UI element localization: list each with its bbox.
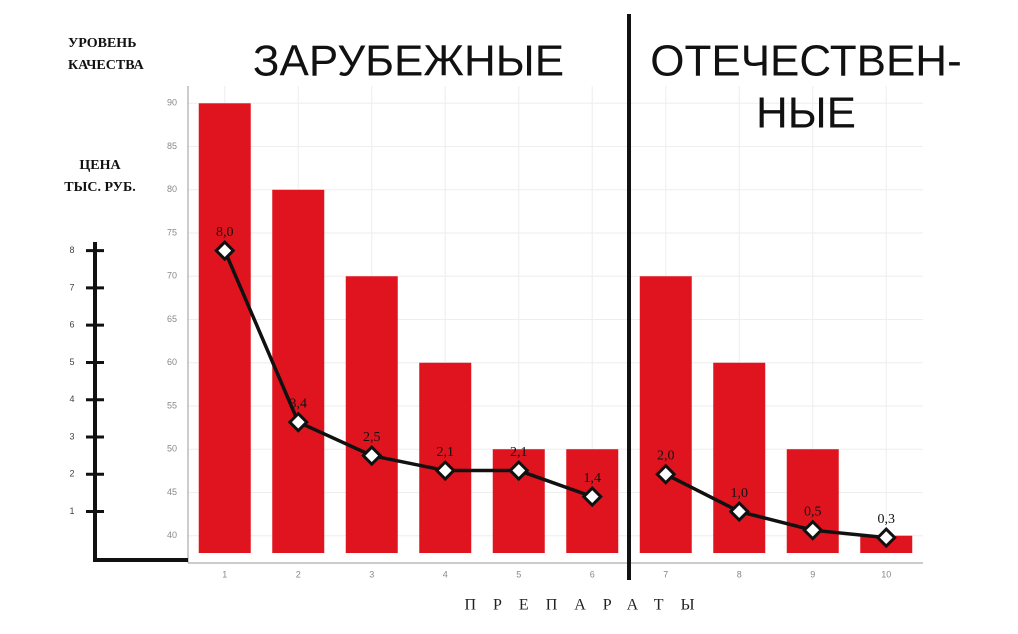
price-marker xyxy=(287,411,309,433)
y-tick-label: 75 xyxy=(167,227,177,237)
x-tick-label: 5 xyxy=(516,569,521,579)
price-marker xyxy=(214,240,236,262)
y2-tick-label: 3 xyxy=(69,431,74,441)
value-label: 1,0 xyxy=(731,486,749,501)
bar xyxy=(198,103,251,553)
x-tick-label: 2 xyxy=(296,569,301,579)
group-label: ЗАРУБЕЖНЫЕ xyxy=(253,37,564,86)
x-tick-label: 4 xyxy=(443,569,448,579)
price-marker xyxy=(581,486,603,508)
price-marker xyxy=(508,459,530,482)
y-tick-label: 70 xyxy=(167,271,177,281)
x-axis-label: ПРЕПАРАТЫ xyxy=(464,597,711,614)
value-label: 0,5 xyxy=(804,504,822,519)
y-axis-label: УРОВЕНЬ xyxy=(68,36,136,51)
y2-tick-label: 6 xyxy=(69,320,74,330)
price-line xyxy=(223,249,593,499)
y2-tick-label: 7 xyxy=(69,282,74,292)
group-label: НЫЕ xyxy=(756,89,856,138)
price-marker xyxy=(655,463,677,485)
x-tick-label: 3 xyxy=(369,569,374,579)
y-tick-label: 85 xyxy=(167,141,177,151)
x-tick-label: 6 xyxy=(590,569,595,579)
y2-tick-label: 4 xyxy=(69,394,74,404)
value-label: 2,1 xyxy=(510,445,528,460)
bar xyxy=(713,362,766,553)
y2-tick-label: 1 xyxy=(69,506,74,516)
value-label: 3,4 xyxy=(290,396,308,411)
y2-tick-label: 5 xyxy=(69,357,74,367)
x-tick-label: 10 xyxy=(881,569,891,579)
price-marker xyxy=(361,445,383,467)
y2-tick-label: 2 xyxy=(69,469,74,479)
y-tick-label: 90 xyxy=(167,98,177,108)
price-line xyxy=(664,472,887,540)
bar xyxy=(639,276,692,553)
value-label: 2,1 xyxy=(437,445,455,460)
price-marker xyxy=(434,459,456,482)
y-tick-label: 50 xyxy=(167,444,177,454)
value-label: 2,5 xyxy=(363,430,381,445)
y-tick-label: 60 xyxy=(167,357,177,367)
y-tick-label: 80 xyxy=(167,184,177,194)
x-tick-label: 7 xyxy=(663,569,668,579)
y-tick-label: 45 xyxy=(167,487,177,497)
price-marker xyxy=(875,527,897,549)
value-label: 1,4 xyxy=(584,471,602,486)
y-tick-label: 40 xyxy=(167,530,177,540)
y2-tick-label: 8 xyxy=(69,245,74,255)
y2-axis-label: ЦЕНА xyxy=(79,158,121,173)
bar xyxy=(272,189,325,553)
bar xyxy=(345,276,398,553)
price-marker xyxy=(728,500,750,523)
group-label: ОТЕЧЕСТВЕН- xyxy=(650,37,961,86)
y-axis-label: КАЧЕСТВА xyxy=(68,58,145,73)
value-label: 0,3 xyxy=(878,512,896,527)
y-tick-label: 55 xyxy=(167,400,177,410)
value-label: 2,0 xyxy=(657,448,675,463)
x-tick-label: 1 xyxy=(222,569,227,579)
y-tick-label: 65 xyxy=(167,314,177,324)
price-marker xyxy=(802,519,824,541)
x-tick-label: 9 xyxy=(810,569,815,579)
bar xyxy=(419,362,472,553)
x-tick-label: 8 xyxy=(737,569,742,579)
value-label: 8,0 xyxy=(216,225,234,240)
y2-axis-label: ТЫС. РУБ. xyxy=(64,180,135,195)
